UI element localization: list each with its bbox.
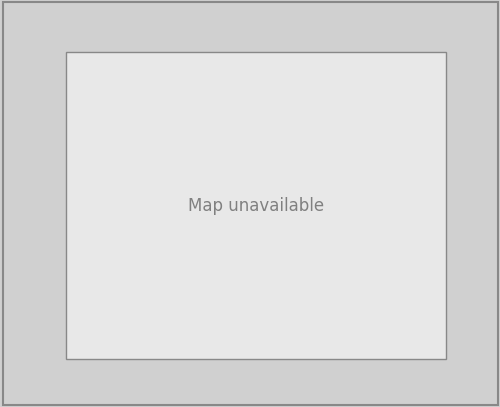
Text: Map unavailable: Map unavailable bbox=[188, 197, 324, 214]
